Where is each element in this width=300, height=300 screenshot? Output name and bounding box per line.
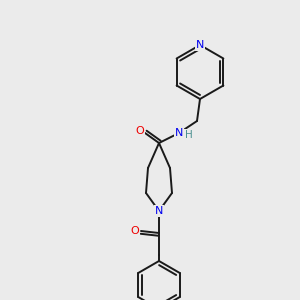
Text: N: N <box>175 128 183 138</box>
Text: N: N <box>196 40 204 50</box>
Text: O: O <box>136 126 144 136</box>
Text: N: N <box>155 206 163 216</box>
Text: H: H <box>185 130 193 140</box>
Text: O: O <box>130 226 140 236</box>
